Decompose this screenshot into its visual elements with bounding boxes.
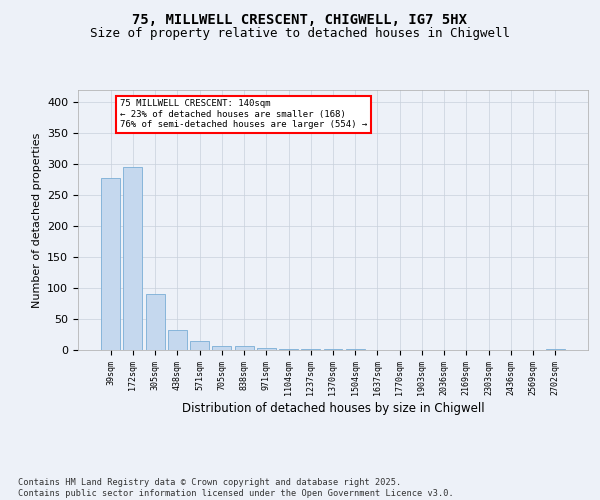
Bar	[101, 178, 120, 350]
Text: Size of property relative to detached houses in Chigwell: Size of property relative to detached ho…	[90, 28, 510, 40]
Bar	[190, 340, 209, 350]
Bar	[168, 330, 187, 350]
X-axis label: Distribution of detached houses by size in Chigwell: Distribution of detached houses by size …	[182, 402, 484, 414]
Bar	[301, 349, 320, 350]
Bar	[146, 294, 164, 350]
Bar	[323, 349, 343, 350]
Text: 75, MILLWELL CRESCENT, CHIGWELL, IG7 5HX: 75, MILLWELL CRESCENT, CHIGWELL, IG7 5HX	[133, 12, 467, 26]
Bar	[346, 349, 365, 350]
Text: 75 MILLWELL CRESCENT: 140sqm
← 23% of detached houses are smaller (168)
76% of s: 75 MILLWELL CRESCENT: 140sqm ← 23% of de…	[120, 100, 367, 129]
Bar	[279, 349, 298, 350]
Bar	[212, 346, 231, 350]
Text: Contains HM Land Registry data © Crown copyright and database right 2025.
Contai: Contains HM Land Registry data © Crown c…	[18, 478, 454, 498]
Bar	[124, 168, 142, 350]
Bar	[546, 349, 565, 350]
Bar	[257, 348, 276, 350]
Bar	[235, 346, 254, 350]
Y-axis label: Number of detached properties: Number of detached properties	[32, 132, 41, 308]
